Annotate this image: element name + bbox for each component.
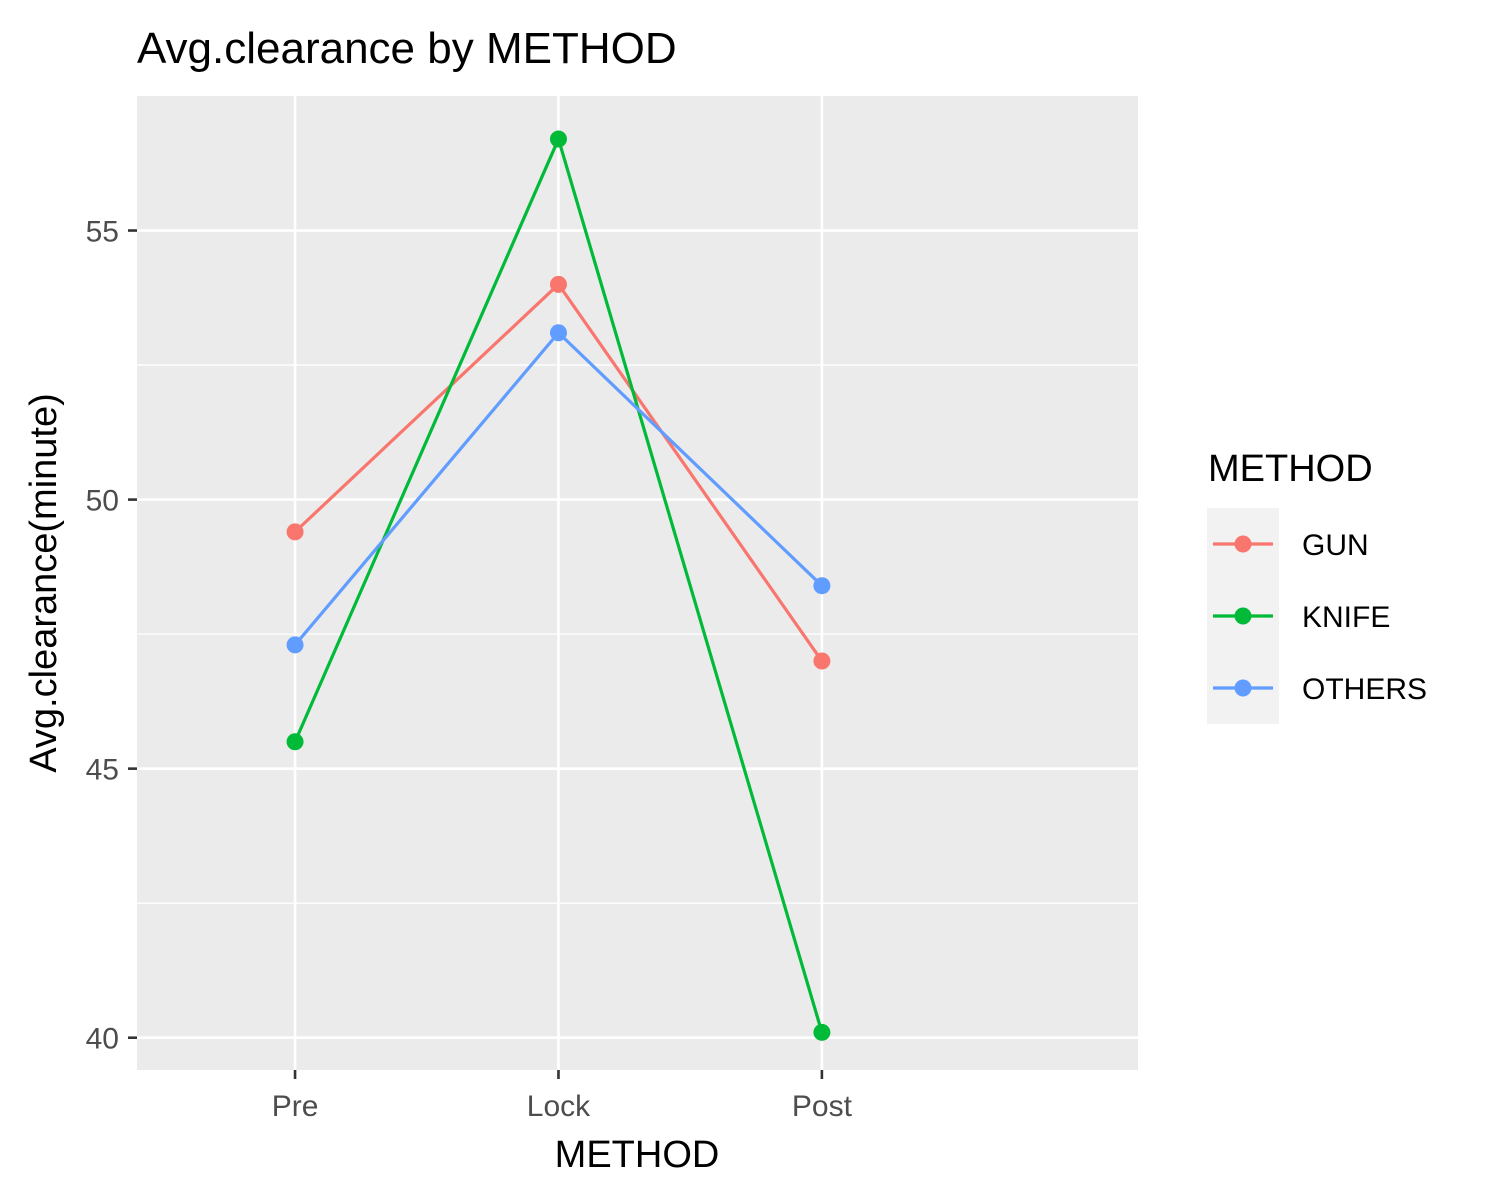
legend-items: GUN KNIFE OTHERS	[1213, 529, 1427, 706]
x-tick-label: Post	[792, 1090, 853, 1123]
y-tick-label: 40	[86, 1023, 119, 1056]
data-point-knife	[813, 1023, 831, 1041]
series-layer	[286, 130, 831, 1041]
y-axis-title: Avg.clearance(minute)	[23, 393, 65, 772]
data-point-knife	[549, 130, 567, 148]
y-axis: 40 45 50 55	[86, 216, 137, 1056]
major-gridlines	[137, 96, 1138, 1070]
plot-panel	[137, 96, 1138, 1070]
legend-label-gun: GUN	[1302, 529, 1369, 562]
x-axis-title: METHOD	[555, 1134, 720, 1176]
legend-key-point-others	[1234, 679, 1252, 697]
y-tick-label: 45	[86, 754, 119, 787]
data-point-others	[549, 324, 567, 342]
data-point-gun	[549, 275, 567, 293]
x-axis: Pre Lock Post	[272, 1070, 853, 1123]
data-point-knife	[286, 733, 304, 751]
legend-label-knife: KNIFE	[1302, 601, 1390, 634]
legend-key-point-gun	[1234, 535, 1252, 553]
data-point-others	[286, 636, 304, 654]
legend-key-point-knife	[1234, 607, 1252, 625]
chart-title: Avg.clearance by METHOD	[137, 24, 677, 73]
legend-title: METHOD	[1208, 448, 1373, 490]
data-point-gun	[813, 652, 831, 670]
data-point-others	[813, 577, 831, 595]
data-point-gun	[286, 523, 304, 541]
y-tick-label: 55	[86, 216, 119, 249]
x-tick-label: Lock	[527, 1090, 591, 1123]
legend: METHOD GUN KNIFE OTHERS	[1207, 448, 1427, 724]
x-tick-label: Pre	[272, 1090, 319, 1123]
legend-label-others: OTHERS	[1302, 673, 1427, 706]
y-tick-label: 50	[86, 485, 119, 518]
